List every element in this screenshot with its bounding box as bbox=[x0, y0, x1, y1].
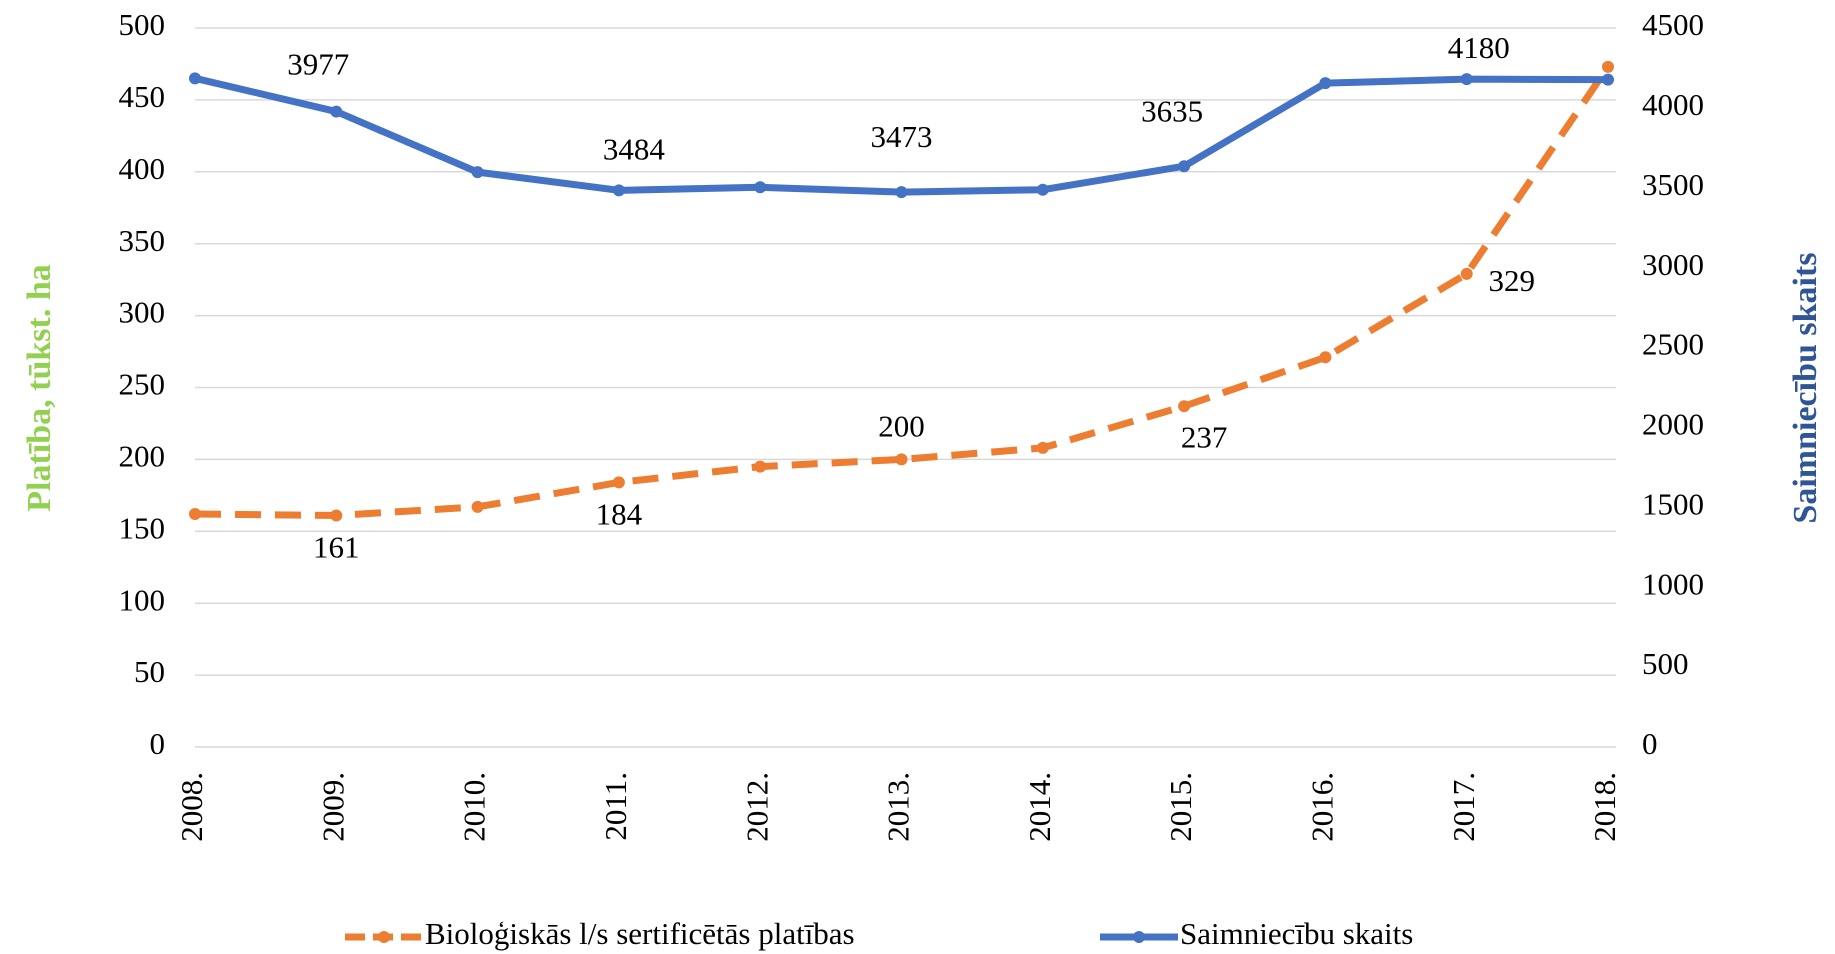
legend-marker bbox=[378, 931, 390, 943]
x-tick-label: 2013. bbox=[881, 772, 916, 842]
point bbox=[754, 181, 767, 194]
legend-marker bbox=[1133, 931, 1145, 943]
y2-tick-label: 0 bbox=[1642, 726, 1658, 761]
data-label: 4180 bbox=[1448, 30, 1510, 65]
y-tick-label: 200 bbox=[119, 439, 166, 474]
y2-tick-label: 3500 bbox=[1642, 167, 1704, 202]
y-tick-label: 350 bbox=[119, 223, 166, 258]
data-label: 237 bbox=[1181, 419, 1228, 454]
x-tick-label: 2012. bbox=[739, 772, 774, 842]
y-tick-label: 300 bbox=[119, 295, 166, 330]
point bbox=[1319, 77, 1332, 90]
point bbox=[1036, 183, 1049, 196]
legend-label: Saimniecību skaits bbox=[1180, 916, 1413, 951]
point bbox=[1602, 60, 1614, 73]
y-tick-label: 100 bbox=[119, 582, 166, 617]
data-label: 184 bbox=[596, 497, 643, 532]
data-label: 200 bbox=[878, 409, 925, 444]
point bbox=[1178, 400, 1191, 413]
y-tick-label: 0 bbox=[150, 726, 166, 761]
point bbox=[1460, 73, 1473, 86]
x-tick-label: 2009. bbox=[315, 772, 350, 842]
y-tick-label: 250 bbox=[119, 367, 166, 402]
data-label: 3473 bbox=[871, 119, 933, 154]
y-tick-label: 50 bbox=[134, 654, 165, 689]
point bbox=[330, 105, 343, 118]
point bbox=[330, 509, 343, 522]
point bbox=[895, 453, 908, 466]
y2-tick-label: 500 bbox=[1642, 646, 1689, 681]
point bbox=[612, 476, 625, 489]
point bbox=[1036, 441, 1049, 454]
x-tick-label: 2016. bbox=[1305, 772, 1340, 842]
y2-tick-label: 2500 bbox=[1642, 327, 1704, 362]
point bbox=[189, 508, 201, 521]
x-tick-label: 2014. bbox=[1022, 772, 1057, 842]
data-label: 329 bbox=[1488, 263, 1535, 298]
y2-tick-label: 3000 bbox=[1642, 247, 1704, 282]
x-tick-label: 2011. bbox=[598, 772, 633, 841]
y2-tick-label: 1500 bbox=[1642, 486, 1704, 521]
data-label: 3977 bbox=[287, 47, 349, 82]
y-tick-label: 500 bbox=[119, 7, 166, 42]
y-axis-title: Platība, tūkst. ha bbox=[21, 264, 58, 512]
data-label: 3484 bbox=[603, 131, 666, 166]
point bbox=[612, 184, 625, 197]
y2-tick-label: 4000 bbox=[1642, 87, 1704, 122]
y-tick-label: 450 bbox=[119, 79, 166, 114]
y-tick-label: 150 bbox=[119, 510, 166, 545]
point bbox=[754, 460, 767, 473]
x-tick-label: 2010. bbox=[457, 772, 492, 842]
x-tick-label: 2018. bbox=[1587, 772, 1622, 842]
x-tick-label: 2008. bbox=[174, 772, 209, 842]
point bbox=[189, 72, 201, 85]
x-tick-label: 2017. bbox=[1446, 772, 1481, 842]
point bbox=[1178, 160, 1191, 173]
point bbox=[1460, 267, 1473, 280]
y2-axis-title: Saimniecību skaits bbox=[1787, 252, 1824, 523]
data-label: 161 bbox=[313, 530, 360, 565]
data-label: 3635 bbox=[1141, 93, 1203, 128]
series-line bbox=[194, 64, 1611, 519]
y2-tick-label: 4500 bbox=[1642, 7, 1704, 42]
x-tick-label: 2015. bbox=[1163, 772, 1198, 842]
y-tick-label: 400 bbox=[119, 151, 166, 186]
y2-tick-label: 1000 bbox=[1642, 566, 1704, 601]
y2-tick-label: 2000 bbox=[1642, 407, 1704, 442]
point bbox=[1319, 351, 1332, 364]
legend-label: Bioloģiskās l/s sertificētās platības bbox=[425, 916, 855, 951]
point bbox=[471, 166, 484, 179]
point bbox=[895, 186, 908, 199]
point bbox=[1602, 73, 1614, 86]
point bbox=[471, 500, 484, 513]
